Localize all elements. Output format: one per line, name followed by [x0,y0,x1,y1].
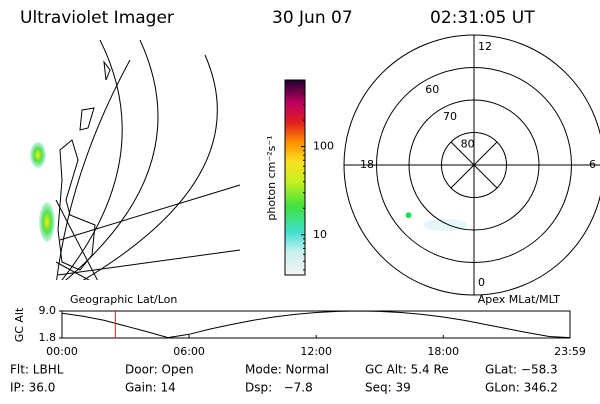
colorbar [284,79,306,276]
time: 02:31:05 UT [430,8,535,28]
status: GLat: −58.3 [485,363,558,377]
outer-ring [343,34,600,296]
status: Gain: 14 [125,381,176,395]
x-tick-label: 06:00 [173,345,205,358]
y-tick-label: 9.0 [39,304,57,317]
y-tick-label: 1.8 [39,331,57,344]
mlt-label: 18 [360,158,374,171]
status: GC Alt: 5.4 Re [365,363,449,377]
status: Flt: LBHL [10,363,64,377]
right-label: Apex MLat/MLT [478,293,561,306]
altitude-line [61,310,570,339]
status: Seq: 39 [365,381,411,395]
mlt-label: 0 [478,276,485,289]
footer: Flt: LBHL Door: Open Mode: Normal GC Alt… [10,363,558,395]
mlt-label: 6 [589,158,596,171]
title: Ultraviolet Imager [20,8,174,28]
map [55,40,241,280]
status: GLon: 346.2 [485,381,558,395]
point [405,212,412,219]
emission [39,202,55,242]
lat-ring [408,99,540,231]
y-label: GC Alt [13,307,26,342]
lat-label: 70 [443,110,457,123]
x-tick-label: 12:00 [300,345,332,358]
status: Mode: Normal [245,363,329,377]
x-tick-label: 18:00 [427,345,459,358]
left-label: Geographic Lat/Lon [70,293,177,306]
status: Dsp: −7.8 [245,381,313,395]
x-tick-label: 00:00 [46,345,78,358]
plot-frame [61,310,571,339]
emission [423,219,467,231]
tick-label: 10 [313,228,327,241]
lat-ring [441,132,507,198]
status: IP: 36.0 [10,381,55,395]
lat-label: 60 [425,83,439,96]
polar-frame [344,35,600,295]
lat-label: 80 [461,137,475,150]
axis-line [450,141,498,189]
emission [30,142,46,168]
lat-ring [376,67,572,263]
x-tick-label: 23:59 [554,345,586,358]
status: Door: Open [125,363,194,377]
date: 30 Jun 07 [272,8,353,28]
tick-label: 100 [313,140,334,153]
mlt-label: 12 [478,40,492,53]
colorbar-label: photon cm⁻²s⁻¹ [265,135,278,220]
